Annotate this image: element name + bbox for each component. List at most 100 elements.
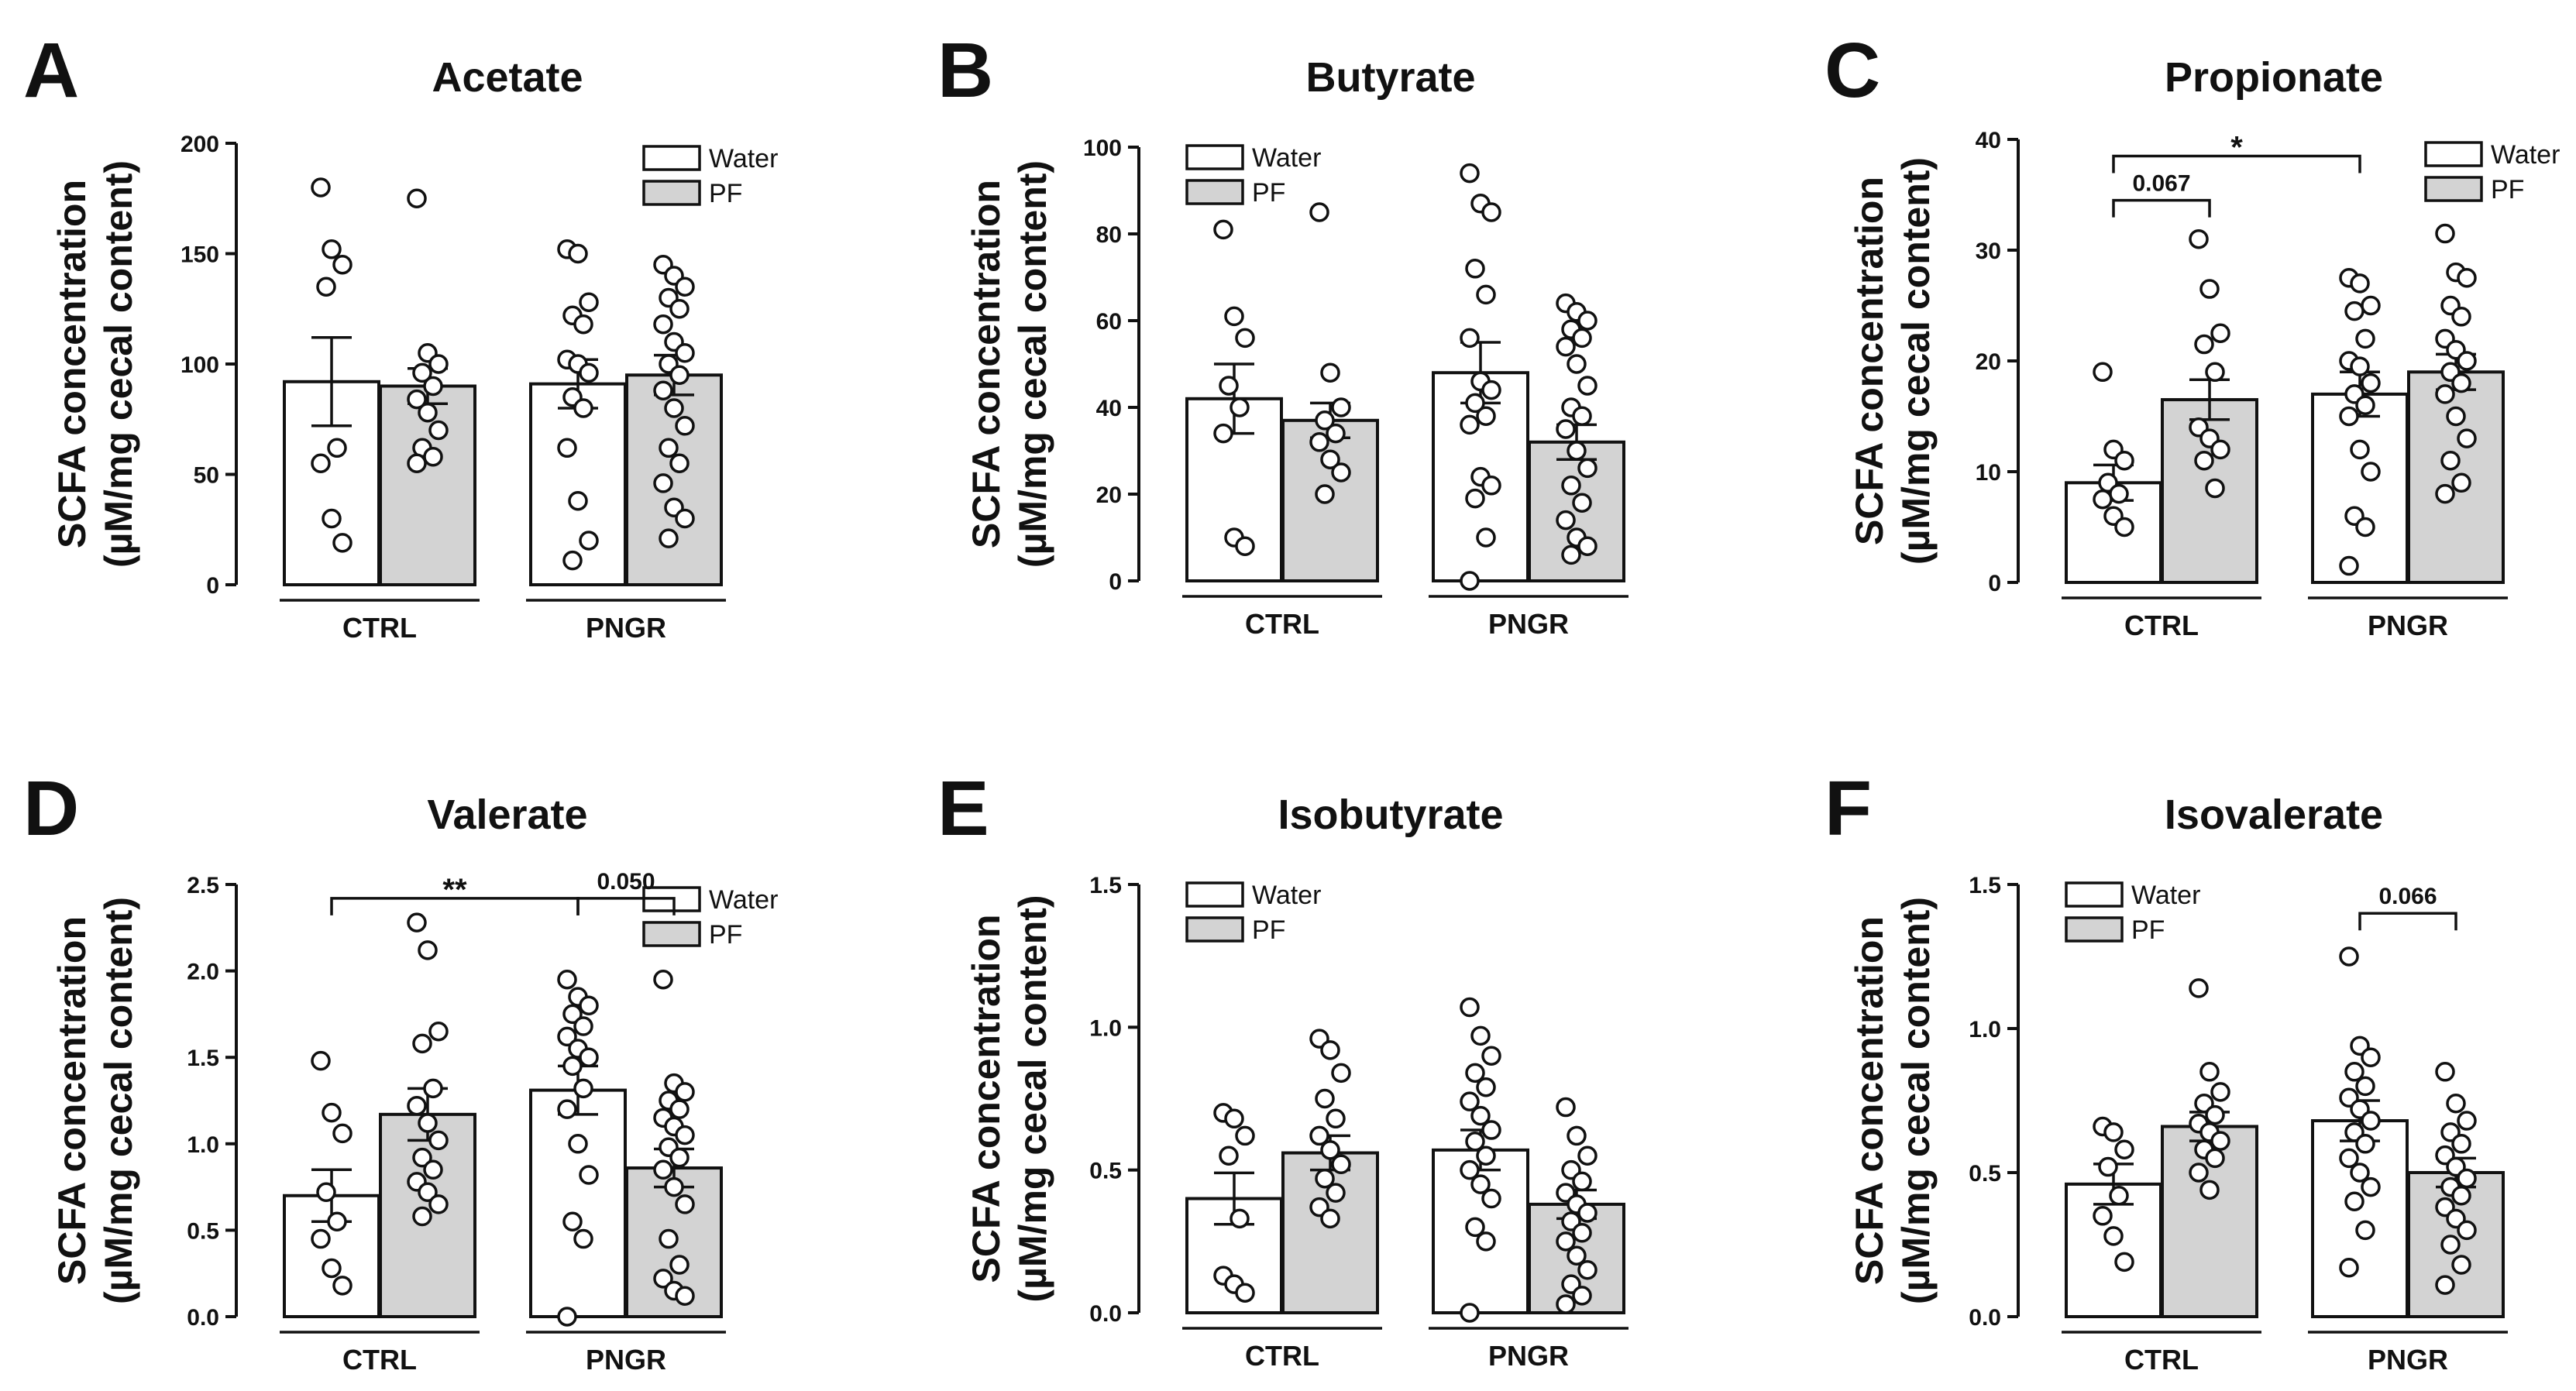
panel-c-point-pngr-water-7 xyxy=(2361,373,2381,393)
panel-e-point-ctrl-water-3 xyxy=(1219,1145,1239,1166)
panel-a-legend-label-pf: PF xyxy=(709,179,742,208)
panel-c-ytick-label-4: 40 xyxy=(1976,128,2001,153)
panel-c-ytick-label-3: 30 xyxy=(1976,239,2001,264)
panel-e-point-ctrl-water-4 xyxy=(1230,1208,1250,1229)
panel-f-group-label-pngr: PNGR xyxy=(2368,1344,2448,1376)
panel-d-point-pngr-water-9 xyxy=(573,1078,593,1099)
panel-c-point-ctrl-pf-0 xyxy=(2189,228,2209,249)
panel-d-point-pngr-water-3 xyxy=(562,1004,583,1025)
panel-f-point-pngr-water-2 xyxy=(2361,1047,2381,1067)
panel-e-point-ctrl-pf-7 xyxy=(1331,1154,1351,1175)
panel-d-ytick-label-4: 2.0 xyxy=(187,960,219,985)
panel-a-group-label-ctrl: CTRL xyxy=(342,612,417,644)
panel-a-ytick-label-3: 150 xyxy=(181,242,219,268)
panel-a-point-pngr-water-9 xyxy=(573,398,593,418)
panel-a-legend-swatch-pf xyxy=(642,180,701,206)
panel-a-point-pngr-pf-9 xyxy=(669,365,690,385)
panel-f-point-pngr-pf-4 xyxy=(2451,1134,2471,1154)
panel-a-ytick-label-2: 100 xyxy=(181,352,219,378)
panel-b-point-pngr-water-3 xyxy=(1465,259,1485,279)
panel-f-point-pngr-water-11 xyxy=(2350,1163,2370,1183)
panel-a-point-ctrl-water-1 xyxy=(322,239,342,259)
panel-d-sig-label-0: ** xyxy=(442,873,467,907)
panel-e-ytick-label-1: 0.5 xyxy=(1089,1159,1122,1184)
panel-a-point-pngr-pf-15 xyxy=(653,473,673,493)
panel-f-ytick-label-1: 0.5 xyxy=(1969,1161,2001,1187)
panel-b-point-ctrl-water-1 xyxy=(1224,306,1244,327)
panel-f-point-ctrl-pf-7 xyxy=(2210,1131,2230,1151)
panel-e-point-pngr-water-14 xyxy=(1476,1231,1496,1252)
panel-c-bar-pngr-water xyxy=(2311,392,2409,584)
panel-c-point-pngr-water-2 xyxy=(2361,295,2381,316)
panel-e-point-pngr-pf-11 xyxy=(1567,1245,1587,1266)
panel-d-point-ctrl-water-6 xyxy=(322,1258,342,1279)
panel-a-point-pngr-pf-18 xyxy=(659,528,679,548)
panel-c-point-pngr-water-9 xyxy=(2355,395,2375,415)
panel-d-point-pngr-pf-11 xyxy=(664,1176,684,1197)
panel-d-point-ctrl-water-0 xyxy=(311,1050,331,1071)
panel-e-point-pngr-water-7 xyxy=(1481,1120,1501,1140)
panel-d-point-ctrl-pf-1 xyxy=(418,940,438,960)
panel-e-point-pngr-pf-2 xyxy=(1577,1145,1598,1166)
panel-d-point-pngr-pf-9 xyxy=(669,1147,690,1168)
panel-f-legend-swatch-water xyxy=(2065,881,2124,908)
panel-d-title: Valerate xyxy=(427,792,587,838)
panel-b-legend-label-water: Water xyxy=(1252,143,1321,173)
panel-d-point-ctrl-water-4 xyxy=(327,1211,347,1231)
panel-b-point-pngr-pf-18 xyxy=(1561,544,1581,565)
panel-e-ytick-label-3: 1.5 xyxy=(1089,873,1122,898)
panel-b-point-pngr-pf-15 xyxy=(1556,510,1576,531)
panel-f-point-ctrl-water-7 xyxy=(2114,1252,2134,1273)
panel-c-point-ctrl-pf-3 xyxy=(2194,334,2214,355)
panel-d-point-ctrl-pf-5 xyxy=(407,1095,427,1116)
panel-f-point-pngr-water-3 xyxy=(2344,1062,2364,1082)
panel-b-point-pngr-water-13 xyxy=(1465,488,1485,509)
panel-c-legend-label-water: Water xyxy=(2491,140,2560,170)
panel-f-point-pngr-pf-12 xyxy=(2457,1220,2477,1241)
panel-b-point-pngr-water-0 xyxy=(1460,163,1480,184)
panel-f-point-pngr-pf-0 xyxy=(2435,1062,2455,1082)
panel-c-legend-swatch-pf xyxy=(2424,176,2483,202)
panel-f-sig-label-0: 0.066 xyxy=(2378,884,2437,909)
panel-a-point-ctrl-water-5 xyxy=(311,453,331,473)
panel-e-letter: E xyxy=(937,765,989,852)
panel-f-point-ctrl-water-1 xyxy=(2103,1122,2124,1142)
panel-e-point-pngr-pf-1 xyxy=(1567,1125,1587,1146)
panel-f-point-pngr-water-9 xyxy=(2355,1134,2375,1154)
panel-c-ylabel-line1: SCFA concentration xyxy=(1848,177,1891,545)
panel-b-point-ctrl-pf-8 xyxy=(1315,484,1335,504)
panel-d-legend-label-pf: PF xyxy=(709,920,742,950)
panel-e-legend-swatch-pf xyxy=(1185,916,1244,943)
panel-d-ylabel-line2: (µM/mg cecal content) xyxy=(97,897,140,1304)
panel-a-point-pngr-water-4 xyxy=(573,314,593,335)
panel-c-point-ctrl-water-0 xyxy=(2093,362,2113,383)
panel-d-point-ctrl-pf-8 xyxy=(412,1147,432,1168)
panel-b-point-ctrl-pf-1 xyxy=(1320,362,1340,383)
panel-b-point-pngr-water-10 xyxy=(1460,414,1480,435)
panel-c-legend-swatch-water xyxy=(2424,141,2483,167)
panel-b-point-ctrl-water-3 xyxy=(1219,376,1239,396)
panel-c-point-ctrl-pf-4 xyxy=(2205,362,2225,383)
panel-b-legend-swatch-water xyxy=(1185,144,1244,170)
panel-f-point-pngr-water-0 xyxy=(2339,946,2359,967)
panel-c-point-pngr-water-12 xyxy=(2361,462,2381,482)
panel-b-point-pngr-pf-7 xyxy=(1577,376,1598,396)
panel-c-point-pngr-pf-7 xyxy=(2457,351,2477,371)
panel-e-legend-swatch-water xyxy=(1185,881,1244,908)
panel-a-point-pngr-water-13 xyxy=(562,550,583,571)
panel-e-point-pngr-water-6 xyxy=(1470,1105,1491,1126)
panel-b-point-pngr-pf-5 xyxy=(1556,336,1576,357)
panel-f-point-ctrl-pf-11 xyxy=(2199,1180,2220,1200)
panel-b-group-label-ctrl: CTRL xyxy=(1245,608,1319,640)
panel-a-point-ctrl-pf-5 xyxy=(407,389,427,410)
panel-e-point-pngr-water-11 xyxy=(1470,1174,1491,1194)
panel-b-ytick-label-5: 100 xyxy=(1083,136,1122,161)
panel-e-point-ctrl-water-7 xyxy=(1235,1283,1255,1303)
panel-a-point-pngr-pf-17 xyxy=(675,508,695,529)
panel-c-sig-bracket-1 xyxy=(2112,198,2211,218)
panel-c-sig-bracket-0 xyxy=(2112,154,2361,173)
panel-a-point-ctrl-pf-2 xyxy=(428,354,449,374)
panel-b-point-ctrl-pf-3 xyxy=(1315,410,1335,431)
panel-c-point-pngr-pf-2 xyxy=(2457,268,2477,288)
panel-e-point-pngr-water-4 xyxy=(1476,1077,1496,1097)
